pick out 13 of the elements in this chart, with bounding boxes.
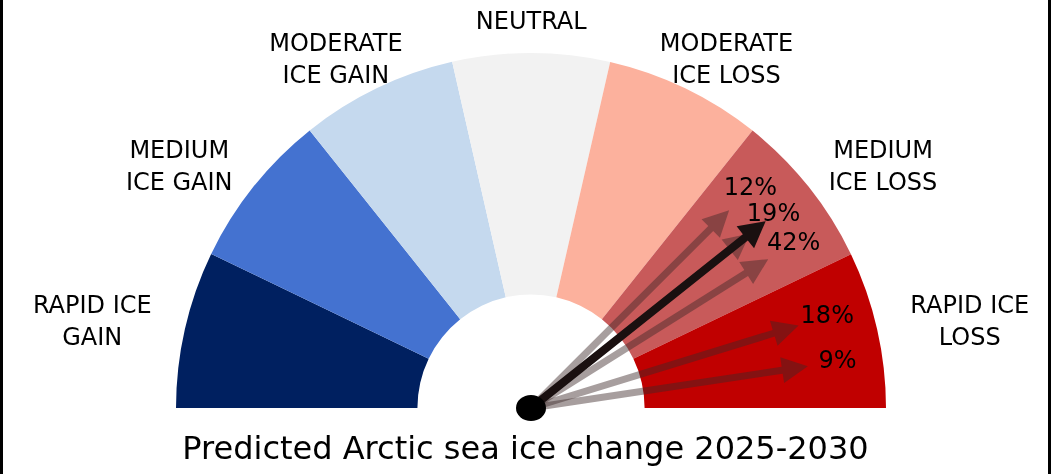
slice-label: RAPID ICE LOSS: [910, 290, 1030, 351]
slice-label: MEDIUM ICE LOSS: [828, 136, 938, 197]
slice-label: MEDIUM ICE GAIN: [125, 136, 233, 197]
slice-label: NEUTRAL: [475, 7, 588, 36]
slice-label: MODERATE ICE LOSS: [659, 29, 794, 90]
text: 18%: [800, 301, 854, 330]
text: Predicted Arctic sea ice change 2025-2030: [182, 429, 869, 468]
slice-label: MODERATE ICE GAIN: [269, 29, 403, 90]
slice-label: RAPID ICE GAIN: [32, 290, 152, 351]
text: 42%: [766, 227, 821, 256]
text: 19%: [746, 199, 801, 228]
text: 12%: [723, 173, 778, 202]
text: 9%: [818, 346, 857, 375]
